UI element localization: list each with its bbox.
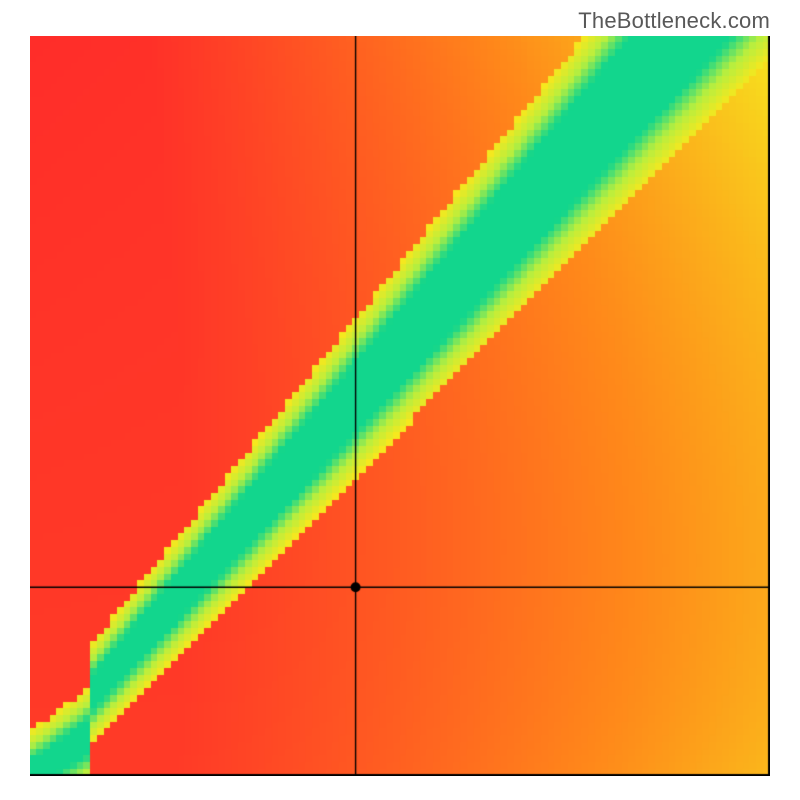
heatmap-plot [30,36,770,776]
chart-container: TheBottleneck.com [0,0,800,800]
watermark-text: TheBottleneck.com [578,8,770,34]
heatmap-canvas [30,36,770,776]
